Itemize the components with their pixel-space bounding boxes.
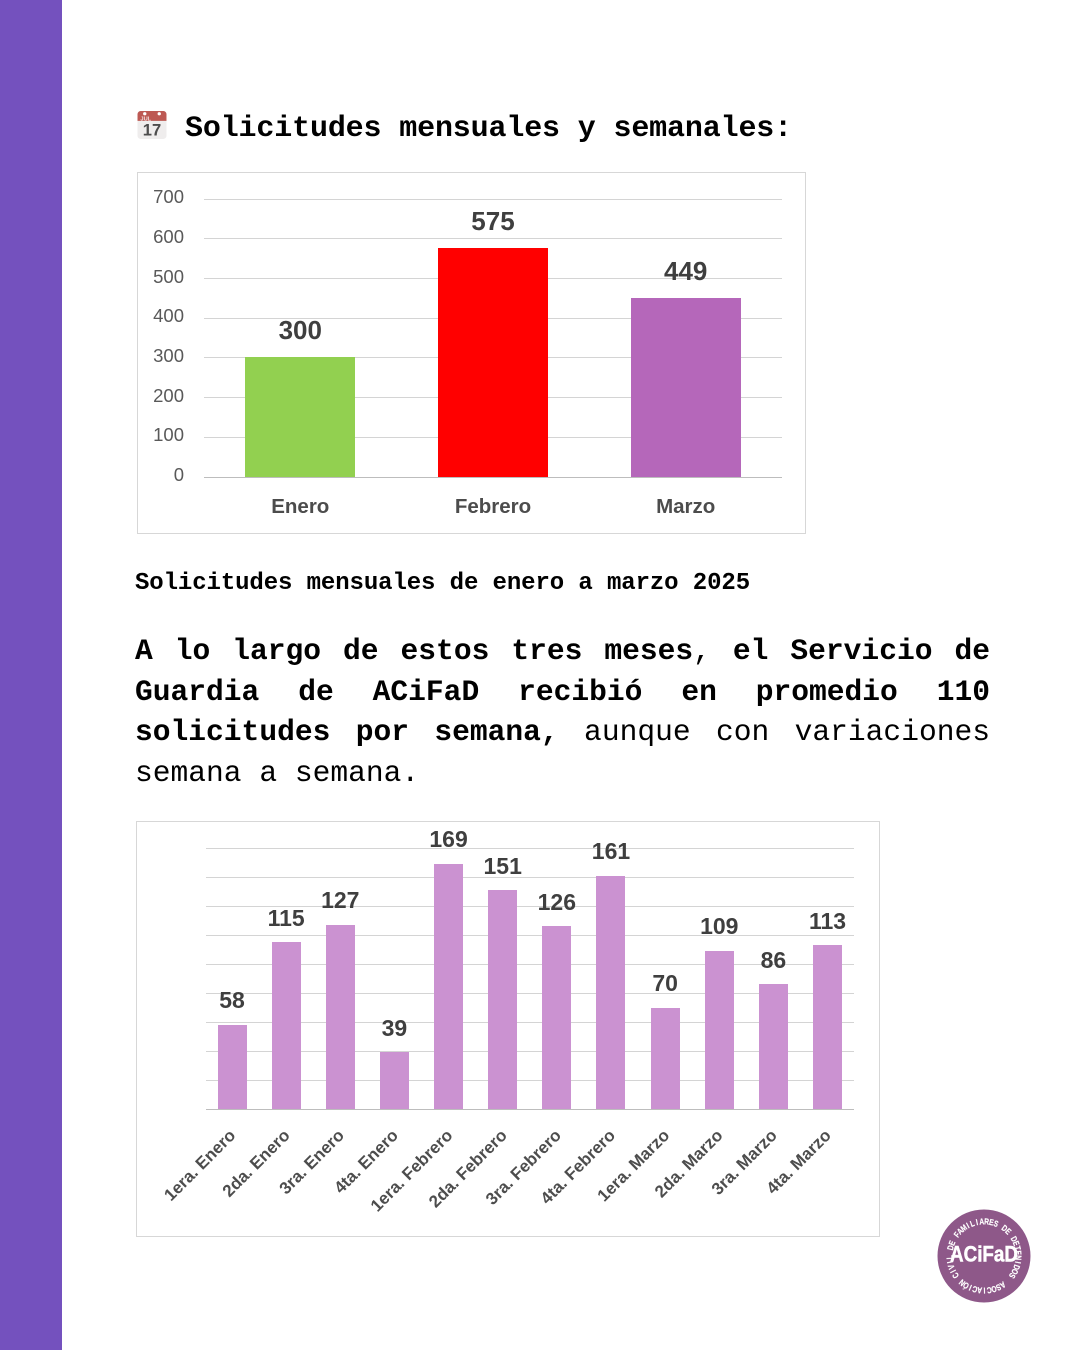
svg-text:V: V bbox=[946, 1262, 957, 1270]
svg-text:I: I bbox=[965, 1221, 971, 1231]
svg-text:I: I bbox=[948, 1268, 958, 1274]
svg-text:A: A bbox=[979, 1216, 985, 1226]
svg-text:N: N bbox=[1013, 1255, 1023, 1261]
svg-text:N: N bbox=[957, 1277, 967, 1288]
svg-text:O: O bbox=[990, 1283, 998, 1294]
svg-text:T: T bbox=[1012, 1245, 1023, 1252]
svg-text:L: L bbox=[969, 1218, 977, 1229]
svg-text:D: D bbox=[1000, 1223, 1010, 1234]
svg-text:R: R bbox=[984, 1217, 990, 1227]
svg-text:A: A bbox=[976, 1285, 982, 1296]
svg-text:I: I bbox=[983, 1285, 985, 1295]
svg-text:Ó: Ó bbox=[961, 1280, 971, 1291]
svg-text:D: D bbox=[945, 1244, 956, 1251]
svg-text:E: E bbox=[1003, 1226, 1013, 1236]
svg-text:S: S bbox=[1007, 1271, 1018, 1280]
svg-text:E: E bbox=[947, 1239, 958, 1247]
svg-text:O: O bbox=[1009, 1267, 1020, 1276]
svg-text:D: D bbox=[1008, 1235, 1019, 1244]
svg-text:C: C bbox=[986, 1285, 993, 1296]
svg-text:S: S bbox=[994, 1282, 1002, 1293]
svg-text:L: L bbox=[945, 1255, 955, 1260]
svg-text:I: I bbox=[1013, 1261, 1023, 1265]
svg-text:JUL: JUL bbox=[140, 116, 151, 122]
svg-text:E: E bbox=[1011, 1240, 1022, 1248]
svg-text:I: I bbox=[945, 1260, 955, 1264]
svg-text:E: E bbox=[1013, 1250, 1023, 1255]
svg-text:A: A bbox=[998, 1279, 1008, 1290]
svg-text:C: C bbox=[950, 1270, 961, 1280]
svg-text:ACiFaD: ACiFaD bbox=[950, 1242, 1018, 1267]
svg-text:17: 17 bbox=[143, 120, 161, 139]
svg-text:D: D bbox=[1011, 1263, 1022, 1271]
svg-text:F: F bbox=[952, 1230, 963, 1240]
svg-text:S: S bbox=[992, 1218, 1000, 1229]
svg-text:M: M bbox=[959, 1222, 969, 1233]
svg-text:I: I bbox=[968, 1283, 974, 1293]
svg-text:E: E bbox=[988, 1217, 995, 1228]
svg-text:C: C bbox=[971, 1284, 979, 1295]
svg-text:I: I bbox=[975, 1217, 979, 1227]
svg-text:A: A bbox=[955, 1226, 966, 1237]
